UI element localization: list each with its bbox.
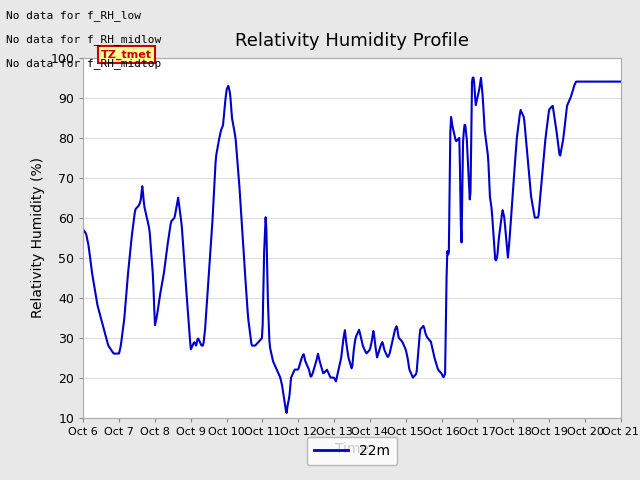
Legend: 22m: 22m [307, 437, 397, 465]
Text: No data for f_RH_midlow: No data for f_RH_midlow [6, 34, 162, 45]
X-axis label: Time: Time [335, 442, 369, 456]
Text: TZ_tmet: TZ_tmet [101, 49, 152, 60]
Title: Relativity Humidity Profile: Relativity Humidity Profile [235, 33, 469, 50]
Text: No data for f_RH_midtop: No data for f_RH_midtop [6, 58, 162, 69]
Text: No data for f_RH_low: No data for f_RH_low [6, 10, 141, 21]
Y-axis label: Relativity Humidity (%): Relativity Humidity (%) [31, 157, 45, 318]
